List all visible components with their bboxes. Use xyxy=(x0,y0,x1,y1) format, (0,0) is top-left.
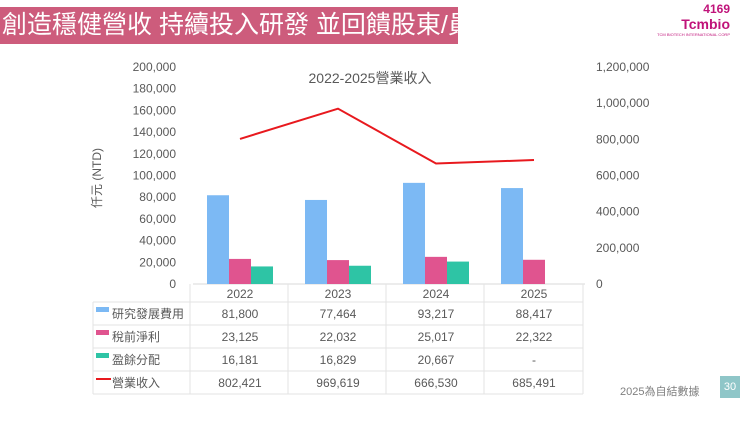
footnote: 2025為自結數據 xyxy=(620,386,700,398)
y-tick-label: 160,000 xyxy=(133,103,177,117)
legend-label: 盈餘分配 xyxy=(112,352,160,367)
x-tick-label: 2025 xyxy=(521,287,548,301)
page-number: 30 xyxy=(720,376,740,398)
legend-swatch-1 xyxy=(96,330,109,335)
legend-label: 研究發展費用 xyxy=(112,306,184,321)
data-label: 81,800 xyxy=(222,307,259,321)
data-label: 23,125 xyxy=(222,330,259,344)
y2-tick-label: 600,000 xyxy=(596,169,640,183)
company-logo: 4169 Tcmbio TCM BIOTECH INTERNATIONAL CO… xyxy=(657,2,730,37)
legend-label: 營業收入 xyxy=(112,376,160,390)
y2-tick-label: 1,000,000 xyxy=(596,96,650,110)
data-label: 20,667 xyxy=(418,353,455,367)
data-label: 93,217 xyxy=(418,307,455,321)
y-tick-label: 180,000 xyxy=(133,82,177,96)
data-label: 802,421 xyxy=(218,376,262,390)
y2-tick-label: 800,000 xyxy=(596,132,640,146)
y-tick-label: 200,000 xyxy=(133,60,177,74)
bar-1-2022 xyxy=(229,258,251,284)
y-tick-label: 80,000 xyxy=(139,190,176,204)
x-tick-label: 2022 xyxy=(227,287,254,301)
bar-0-2025 xyxy=(501,188,523,284)
data-label: 88,417 xyxy=(516,307,553,321)
data-label: 685,491 xyxy=(512,376,556,390)
bar-1-2025 xyxy=(523,259,545,284)
bar-1-2023 xyxy=(327,260,349,284)
bar-2-2022 xyxy=(251,266,273,284)
chart-title: 2022-2025營業收入 xyxy=(309,70,432,86)
y-tick-label: 20,000 xyxy=(139,255,176,269)
y-tick-label: 120,000 xyxy=(133,147,177,161)
x-tick-label: 2024 xyxy=(423,287,450,301)
data-label: 16,181 xyxy=(222,353,259,367)
data-label: 22,032 xyxy=(320,330,357,344)
logo-brand: Tcmbio xyxy=(681,16,730,32)
revenue-line xyxy=(239,107,535,165)
data-label: 22,322 xyxy=(516,330,553,344)
y2-tick-label: 1,200,000 xyxy=(596,60,650,74)
y-tick-label: 100,000 xyxy=(133,169,177,183)
y-tick-label: 140,000 xyxy=(133,125,177,139)
data-label: 16,829 xyxy=(320,353,357,367)
bar-2-2023 xyxy=(349,265,371,284)
y-tick-label: 60,000 xyxy=(139,212,176,226)
data-label: - xyxy=(532,353,536,367)
page-title: 創造穩健營收 持續投入研發 並回饋股東/員工 xyxy=(2,11,498,39)
y2-tick-label: 200,000 xyxy=(596,241,640,255)
data-label: 25,017 xyxy=(418,330,455,344)
y-axis-label: 仟元 (NTD) xyxy=(90,148,104,208)
bar-1-2024 xyxy=(425,256,447,284)
y-tick-label: 40,000 xyxy=(139,234,176,248)
bar-2-2024 xyxy=(447,261,469,284)
bar-0-2024 xyxy=(403,182,425,284)
y2-tick-label: 400,000 xyxy=(596,205,640,219)
y2-tick-label: 0 xyxy=(596,277,603,291)
legend-swatch-2 xyxy=(96,353,109,358)
data-label: 969,619 xyxy=(316,376,360,390)
stock-code: 4169 xyxy=(703,2,730,16)
data-label: 77,464 xyxy=(320,307,357,321)
bar-0-2023 xyxy=(305,199,327,284)
legend-swatch-0 xyxy=(96,307,109,312)
page-title-banner: 創造穩健營收 持續投入研發 並回饋股東/員工 xyxy=(0,7,498,44)
logo-subtitle: TCM BIOTECH INTERNATIONAL CORP xyxy=(657,32,730,37)
x-tick-label: 2023 xyxy=(325,287,352,301)
y-tick-label: 0 xyxy=(169,277,176,291)
data-label: 666,530 xyxy=(414,376,458,390)
bar-0-2022 xyxy=(207,195,229,284)
legend-label: 稅前淨利 xyxy=(112,329,160,344)
